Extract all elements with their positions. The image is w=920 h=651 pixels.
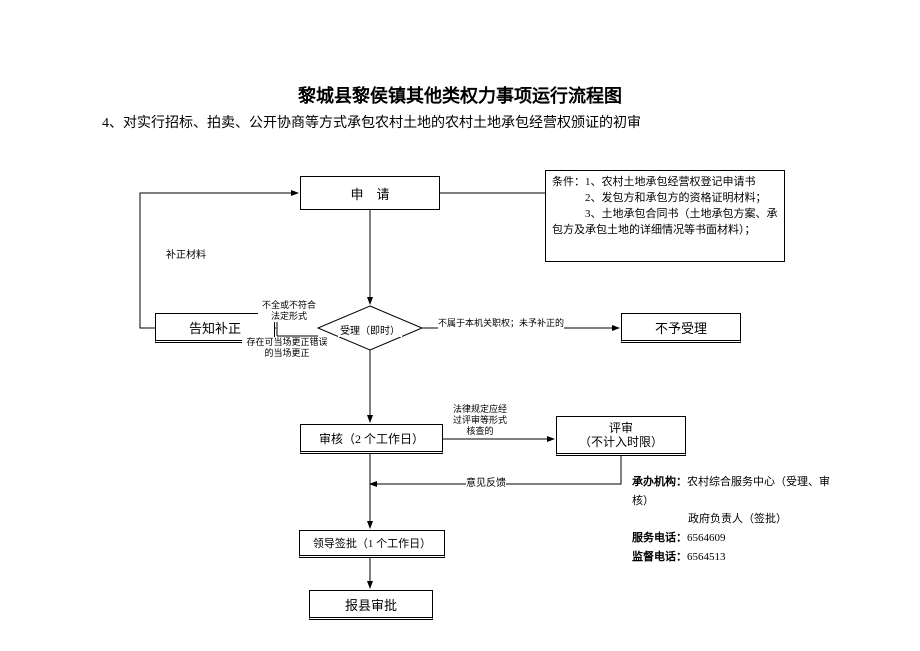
edge-feedback: 意见反馈 [466, 474, 506, 489]
info-tel-label: 服务电话： [632, 532, 687, 544]
info-person: 政府负责人（签批） [632, 510, 842, 529]
node-evaluate-label1: 评审 [609, 421, 633, 435]
info-person-value: 政府负责人（签批） [688, 513, 787, 525]
node-review-label: 审核（2 个工作日） [319, 430, 424, 447]
info-tel-value: 6564609 [687, 532, 726, 544]
cond-line-3: 3、土地承包合同书（土地承包方案、承包方及承包土地的详细情况等书面材料）； [552, 207, 778, 239]
node-reject-label: 不予受理 [655, 318, 707, 337]
node-county: 报县审批 [309, 590, 433, 620]
info-tel: 服务电话：6564609 [632, 529, 842, 548]
page-subtitle: 4、对实行招标、拍卖、公开协商等方式承包农村土地的农村土地承包经营权颁证的初审 [102, 112, 641, 132]
cond-line-2: 2、发包方和承包方的资格证明材料； [552, 191, 778, 207]
node-correct-label: 告知补正 [189, 318, 241, 337]
node-approve: 领导签批（1 个工作日） [299, 530, 445, 558]
node-review: 审核（2 个工作日） [300, 424, 443, 454]
cond-line-1: 条件：1、农村土地承包经营权登记申请书 [552, 175, 778, 191]
edge-left2: 存在可当场更正错误 的当场更正 [242, 337, 332, 359]
page-title: 黎城县黎侯镇其他类权力事项运行流程图 [0, 82, 920, 108]
node-apply-label: 申 请 [350, 184, 389, 203]
info-org: 承办机构：农村综合服务中心（受理、审核） [632, 473, 842, 510]
info-sup: 监督电话：6564513 [632, 548, 842, 567]
edge-left1: 不全或不符合 法定形式 [258, 300, 320, 322]
info-org-label: 承办机构： [632, 476, 687, 488]
node-county-label: 报县审批 [345, 595, 397, 614]
edge-right1: 不属于本机关职权；未予补正的 [438, 316, 564, 329]
info-sup-label: 监督电话： [632, 551, 687, 563]
info-block: 承办机构：农村综合服务中心（受理、审核） 政府负责人（签批） 服务电话：6564… [632, 473, 842, 566]
node-apply: 申 请 [300, 176, 440, 210]
node-evaluate: 评审 （不计入时限） [556, 416, 686, 456]
node-evaluate-label2: （不计入时限） [579, 435, 663, 449]
node-accept-label: 受理（即时） [338, 322, 402, 337]
node-conditions: 条件：1、农村土地承包经营权登记申请书 2、发包方和承包方的资格证明材料； 3、… [545, 170, 785, 262]
edge-buzheng: 补正材料 [166, 246, 206, 261]
info-sup-value: 6564513 [687, 551, 726, 563]
node-approve-label: 领导签批（1 个工作日） [313, 535, 431, 551]
node-reject: 不予受理 [621, 313, 741, 343]
edge-mid1: 法律规定应经 过评审等形式 核查的 [453, 404, 507, 436]
